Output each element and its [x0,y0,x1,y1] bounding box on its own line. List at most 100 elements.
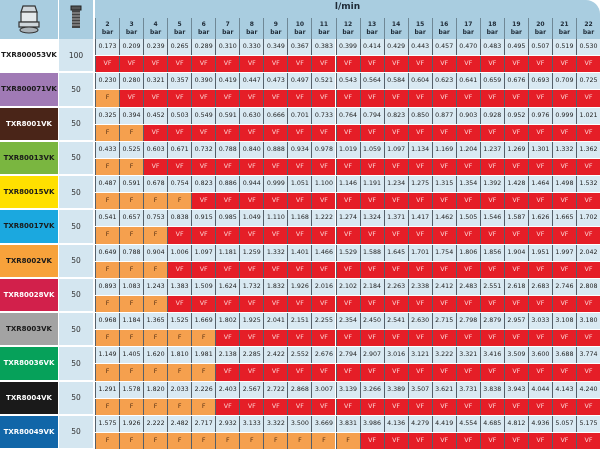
flow-rate-cell: 2.483 [455,278,480,295]
filter-mesh-size: 50 [59,313,93,348]
droplet-class-cell: VF [287,158,312,175]
droplet-class-cell: VF [311,90,336,107]
flow-rate-cell: 1.243 [143,278,168,295]
droplet-class-cell: VF [311,124,336,141]
pressure-header: 15 bar [407,18,432,39]
flow-rate-cell: 3.322 [263,415,288,432]
flow-rate-cell: 0.521 [311,73,336,90]
droplet-class-cell: VF [576,364,600,381]
flow-rate-cell: 0.349 [263,39,288,56]
flow-rate-cell: 0.603 [143,141,168,158]
flow-rate-cell: 4.143 [551,381,576,398]
flow-rate-cell: 2.676 [311,347,336,364]
flow-rate-cell: 2.879 [479,313,504,330]
droplet-class-cell: VF [383,90,408,107]
pressure-value: 18 [488,21,497,28]
droplet-class-cell: VF [407,90,432,107]
pressure-value: 12 [343,21,353,28]
flow-rate-cell: 3.774 [576,347,600,364]
pressure-value: 2 [105,21,110,28]
flow-rate-cell: 1.417 [407,210,432,227]
droplet-class-cell: VF [191,56,216,73]
droplet-class-cell: VF [455,158,480,175]
flow-rate-cell: 3.121 [407,347,432,364]
flow-rate-cell: 1.146 [335,176,360,193]
droplet-class-cell: F [119,364,144,381]
flow-rate-cell: 0.473 [263,73,288,90]
droplet-class-cell: VF [383,158,408,175]
pressure-unit: bar [462,29,474,36]
droplet-class-cell: VF [335,295,360,312]
nozzle-model: TXR800071VK [0,73,58,108]
flow-rate-cell: 1.532 [576,176,600,193]
flow-rate-cell: 3.007 [311,381,336,398]
flow-rate-cell: 3.600 [527,347,552,364]
droplet-class-cell: VF [551,295,576,312]
droplet-class-cell: VF [263,227,288,244]
pressure-unit: bar [173,29,186,36]
pressure-header: 13 bar [359,18,384,39]
droplet-class-cell: VF [527,295,552,312]
pressure-header: 14 bar [383,18,408,39]
droplet-class-cell: VF [263,193,288,210]
flow-rate-cell: 0.850 [407,107,432,124]
flow-rate-cell: 3.986 [359,415,384,432]
droplet-class-cell: VF [479,432,504,449]
pressure-unit: bar [534,29,547,36]
flow-rate-cell: 2.226 [191,381,216,398]
pressure-unit: bar [558,29,571,36]
droplet-class-cell: F [95,364,119,381]
droplet-class-cell: VF [191,158,216,175]
pressure-value: 22 [584,21,593,28]
droplet-class-cell: VF [311,398,336,415]
droplet-class-cell: VF [239,398,264,415]
flow-rate-cell: 0.788 [215,141,240,158]
pressure-value: 21 [560,21,569,28]
flow-rate-cell: 0.952 [503,107,528,124]
droplet-class-cell: VF [551,158,576,175]
flow-rate-cell: 4.685 [479,415,504,432]
flow-rate-cell: 0.671 [167,141,192,158]
flow-rate-cell: 2.222 [143,415,168,432]
flow-rate-cell: 1.383 [167,278,192,295]
flow-rate-cell: 0.209 [119,39,144,56]
flow-rate-cell: 3.416 [479,347,504,364]
flow-rate-cell: 1.645 [383,244,408,261]
flow-rate-cell: 0.657 [119,210,144,227]
droplet-class-cell: VF [455,261,480,278]
droplet-class-cell: VF [335,193,360,210]
droplet-class-cell: VF [503,56,528,73]
droplet-class-cell: VF [167,56,192,73]
droplet-class-cell: VF [551,330,576,347]
nozzle-model: TXR80036VK [0,347,58,382]
droplet-class-cell: VF [239,261,264,278]
flow-rate-cell: 0.788 [119,244,144,261]
filter-mesh-size: 50 [59,415,93,450]
droplet-class-cell: VF [503,432,528,449]
flow-rate-cell: 1.362 [576,141,600,158]
pressure-unit: bar [246,29,258,36]
pressure-unit: bar [486,29,498,36]
droplet-class-cell: VF [239,90,264,107]
flow-rate-cell: 0.280 [119,73,144,90]
pressure-unit: bar [198,29,210,36]
droplet-class-cell: VF [431,295,456,312]
droplet-class-cell: VF [287,124,312,141]
droplet-class-cell: VF [431,364,456,381]
droplet-class-cell: F [119,193,144,210]
flow-rate-cell: 0.753 [143,210,168,227]
flow-rate-cell: 2.285 [239,347,264,364]
flow-rate-cell: 1.097 [191,244,216,261]
flow-rate-cell: 1.100 [311,176,336,193]
flow-rate-cell: 1.315 [431,176,456,193]
droplet-class-cell: VF [527,193,552,210]
droplet-class-cell: VF [431,193,456,210]
flow-rate-cell: 2.957 [503,313,528,330]
flow-rate-cell: 0.265 [167,39,192,56]
nozzle-model: TXR80015VK [0,176,58,211]
droplet-class-cell: VF [576,193,600,210]
droplet-class-cell: VF [576,56,600,73]
flow-rate-cell: 1.926 [287,278,312,295]
droplet-class-cell: VF [576,330,600,347]
droplet-class-cell: VF [215,261,240,278]
